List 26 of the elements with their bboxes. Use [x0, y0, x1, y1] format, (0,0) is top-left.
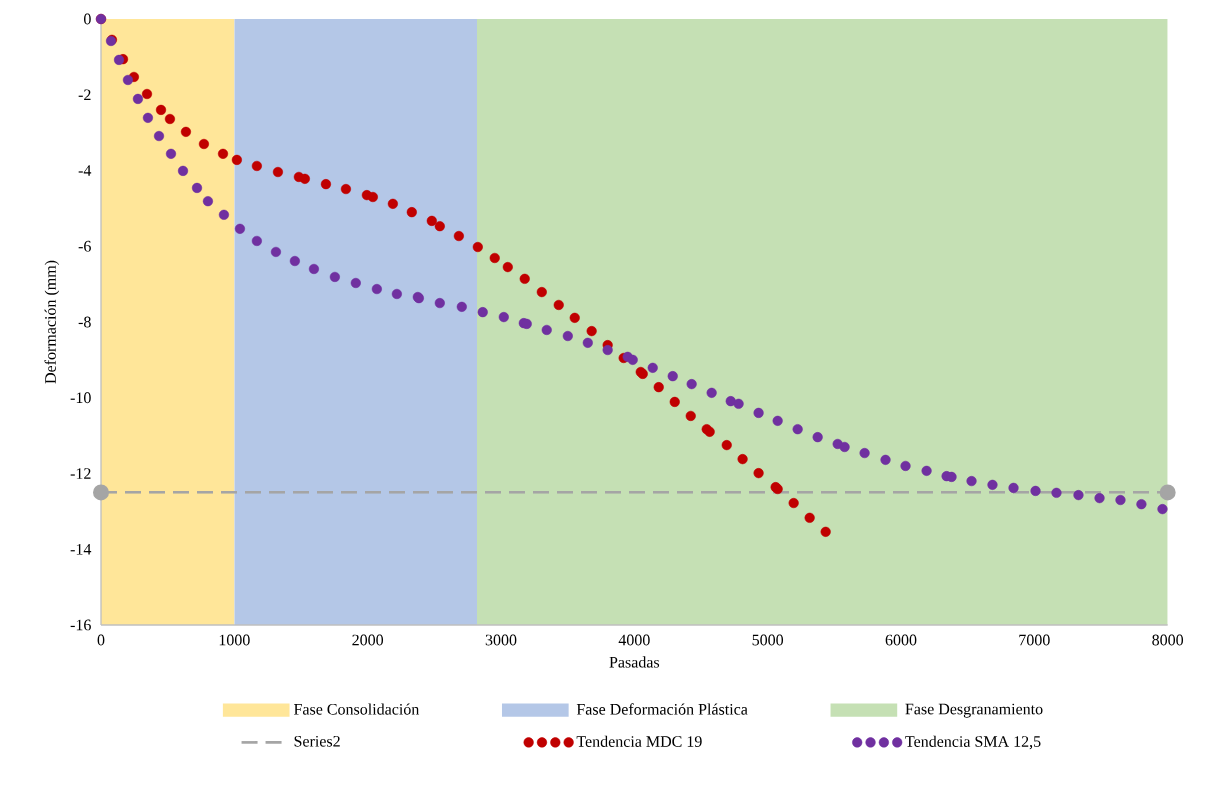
x-tick-label: 5000 — [752, 634, 784, 646]
x-tick-label: 7000 — [1019, 634, 1050, 646]
y-tick-label: -10 — [70, 392, 91, 404]
x-tick-label: 2000 — [352, 634, 384, 646]
legend-label: Tendencia SMA 12,5 — [905, 735, 1041, 750]
y-axis-title: Deformación (mm) — [44, 260, 60, 384]
legend-label: Series2 — [294, 735, 340, 747]
y-tick-label: 0 — [84, 13, 91, 25]
y-tick-label: -6 — [78, 240, 91, 252]
x-tick-label: 1000 — [219, 634, 250, 646]
y-tick-label: -14 — [70, 543, 92, 555]
x-axis-title: Pasadas — [609, 656, 660, 668]
legend-label: Fase Desgranamiento — [905, 703, 1043, 718]
legend-label: Fase Deformación Plástica — [576, 703, 748, 715]
x-tick-label: 8000 — [1152, 634, 1184, 646]
y-tick-label: -2 — [78, 89, 91, 101]
legend-label: Fase Consolidación — [294, 703, 420, 715]
y-tick-label: -4 — [78, 165, 92, 176]
x-tick-label: 6000 — [885, 634, 917, 646]
y-tick-label: -12 — [70, 468, 91, 479]
legend-label: Tendencia MDC 19 — [576, 735, 702, 747]
y-tick-label: -8 — [78, 316, 91, 328]
x-tick-label: 0 — [97, 634, 105, 646]
x-tick-label: 3000 — [485, 634, 517, 646]
x-tick-label: 4000 — [618, 634, 650, 646]
y-tick-label: -16 — [70, 619, 91, 631]
